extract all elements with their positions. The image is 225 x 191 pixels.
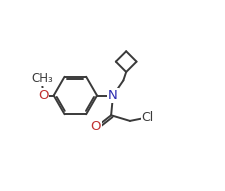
Text: Cl: Cl	[141, 111, 153, 124]
Text: CH₃: CH₃	[31, 72, 52, 85]
Text: N: N	[108, 89, 117, 102]
Text: O: O	[90, 120, 100, 133]
Text: O: O	[38, 89, 48, 102]
